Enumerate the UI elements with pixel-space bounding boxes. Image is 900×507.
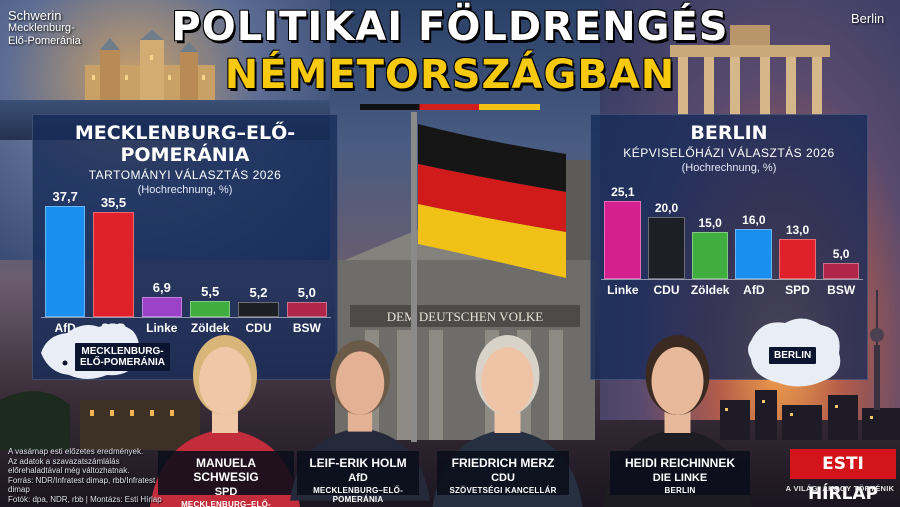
berlin-night-skyline bbox=[720, 390, 900, 440]
bar-value-label: 16,0 bbox=[742, 213, 766, 228]
schwerin-castle-image bbox=[85, 30, 215, 100]
politician-caption: HEIDI REICHINNEK DIE LINKE BERLIN bbox=[610, 451, 750, 495]
bar-linke bbox=[604, 200, 642, 279]
brandenburg-gate-image bbox=[670, 25, 830, 115]
bar-bsw bbox=[822, 263, 860, 279]
mv-results-panel: MECKLENBURG–ELŐ-POMERÁNIA TARTOMÁNYI VÁL… bbox=[32, 114, 338, 380]
bar-category-label: Zöldek bbox=[190, 321, 230, 335]
politician-role: SZÖVETSÉGI KANCELLÁR bbox=[449, 486, 557, 495]
politician-caption: MANUELA SCHWESIG SPD MECKLENBURG–ELŐ-POMER… bbox=[158, 451, 294, 507]
schwerin-city-label: Schwerin bbox=[8, 8, 62, 23]
politician-name: MANUELA SCHWESIG bbox=[193, 456, 259, 484]
footnote: A vasárnap esti előzetes eredmények. Az … bbox=[8, 447, 178, 505]
footnote-line-1: A vasárnap esti előzetes eredmények. bbox=[8, 447, 144, 456]
mv-map-label-line-1: MECKLENBURG- bbox=[81, 346, 164, 357]
bar-cdu bbox=[648, 216, 685, 279]
schwerin-caption: Schwerin Mecklenburg- Elő-Pomeránia bbox=[8, 9, 81, 48]
bar-value-label: 6,9 bbox=[152, 279, 171, 295]
chart-baseline bbox=[601, 279, 863, 280]
schwerin-region-label-2: Elő-Pomeránia bbox=[8, 35, 81, 47]
headline-line-1: POLITIKAI FÖLDRENGÉS bbox=[171, 4, 729, 50]
bar-category-label: BSW bbox=[292, 321, 321, 335]
berlin-caption: Berlin bbox=[851, 11, 885, 26]
footnote-credits: Fotók: dpa, NDR, rbb | Montázs: Esti Hír… bbox=[8, 494, 162, 504]
bar-value-label: 5,2 bbox=[249, 284, 268, 300]
politician-party: AfD bbox=[348, 472, 368, 484]
bar-value-label: 5,0 bbox=[297, 285, 316, 301]
berlin-panel-note: (Hochrechnung, %) bbox=[681, 162, 777, 174]
bar-value-label: 25,1 bbox=[611, 184, 635, 199]
politician-name: LEIF-ERIK HOLM bbox=[309, 456, 407, 470]
bar-value-label: 35,5 bbox=[100, 195, 127, 211]
bar-category-label: Zöldek bbox=[690, 283, 730, 297]
politician-party: DIE LINKE bbox=[652, 472, 708, 484]
bar-bsw bbox=[286, 302, 328, 317]
berlin-panel-heading: BERLIN bbox=[690, 122, 768, 144]
schwerin-night-skyline bbox=[0, 391, 200, 450]
brand-tagline: A VILÁG, AHOGY TÖRTÉNIK bbox=[785, 484, 895, 493]
bar-cdu bbox=[238, 301, 279, 317]
headline-flag-rule bbox=[360, 104, 540, 110]
bar-category-label: CDU bbox=[245, 321, 272, 335]
german-flag-image bbox=[418, 124, 566, 278]
headline-line-2: NÉMETORSZÁGBAN bbox=[224, 52, 676, 98]
bar-spd bbox=[93, 212, 134, 317]
bar-value-label: 13,0 bbox=[785, 222, 810, 237]
bar-value-label: 15,0 bbox=[698, 216, 722, 231]
bar-afd bbox=[44, 205, 86, 317]
chart-baseline bbox=[41, 317, 331, 318]
bar-zöldek bbox=[691, 232, 729, 279]
politician-party: SPD bbox=[214, 486, 238, 498]
berlin-results-panel: BERLIN KÉPVISELŐHÁZI VÁLASZTÁS 2026 (Hoc… bbox=[590, 114, 868, 387]
mv-panel-heading: MECKLENBURG–ELŐ-POMERÁNIA bbox=[74, 122, 296, 166]
flagpole bbox=[411, 112, 417, 442]
mv-map-label: MECKLENBURG- ELŐ-POMERÁNIA bbox=[75, 343, 170, 371]
bar-category-label: SPD bbox=[785, 283, 810, 297]
bar-category-label: BSW bbox=[827, 283, 856, 297]
bar-value-label: 5,5 bbox=[201, 283, 220, 299]
bar-category-label: CDU bbox=[653, 283, 680, 297]
bar-zöldek bbox=[189, 300, 231, 317]
footnote-source: Forrás: NDR/Infratest dimap, rbb/Infrate… bbox=[8, 475, 156, 495]
bar-value-label: 37,7 bbox=[52, 188, 78, 204]
building-inscription: DEM DEUTSCHEN VOLKE bbox=[387, 309, 544, 324]
bar-linke bbox=[141, 296, 183, 317]
politician-name: FRIEDRICH MERZ bbox=[451, 456, 555, 470]
mv-map-label-line-2: ELŐ-POMERÁNIA bbox=[80, 357, 165, 368]
brand-logo[interactable]: ESTI HÍRLAP bbox=[790, 449, 896, 504]
politician-role: MECKLENBURG–ELŐ-POMERÁNIA bbox=[181, 500, 271, 507]
mv-panel-subheading: TARTOMÁNYI VÁLASZTÁS 2026 bbox=[88, 168, 282, 182]
mv-panel-note: (Hochrechnung, %) bbox=[137, 184, 233, 196]
politician-name: HEIDI REICHINNEK bbox=[624, 456, 735, 470]
schwerin-region-label-1: Mecklenburg- bbox=[8, 22, 75, 34]
bar-value-label: 20,0 bbox=[654, 200, 679, 215]
berlin-panel-subheading: KÉPVISELŐHÁZI VÁLASZTÁS 2026 bbox=[623, 146, 835, 160]
bar-category-label: Linke bbox=[607, 283, 639, 297]
politician-caption: FRIEDRICH MERZ CDU SZÖVETSÉGI KANCELLÁR bbox=[437, 451, 569, 495]
politician-party: CDU bbox=[491, 472, 515, 484]
politician-role: MECKLENBURG–ELŐ-POMERÁNIA bbox=[313, 486, 403, 504]
bar-category-label: AfD bbox=[743, 283, 765, 297]
bar-spd bbox=[779, 238, 816, 279]
footnote-line-2: Az adatok a szavazatszámlálás bbox=[8, 456, 120, 466]
politician-role: BERLIN bbox=[664, 486, 696, 495]
berlin-tv-tower bbox=[870, 290, 884, 410]
berlin-map-label: BERLIN bbox=[769, 347, 817, 364]
footnote-line-3: előrehaladtával még változhatnak. bbox=[8, 466, 130, 476]
berlin-bar-chart: 25,1 Linke 20,0 CDU 15,0 Zöldek 16,0 AfD 13,0 SPD… bbox=[601, 175, 863, 299]
bar-afd bbox=[735, 229, 773, 279]
bar-category-label: Linke bbox=[146, 321, 178, 335]
bar-value-label: 5,0 bbox=[832, 247, 850, 262]
politician-caption: LEIF-ERIK HOLM AfD MECKLENBURG–ELŐ-POMERÁN… bbox=[297, 451, 419, 504]
